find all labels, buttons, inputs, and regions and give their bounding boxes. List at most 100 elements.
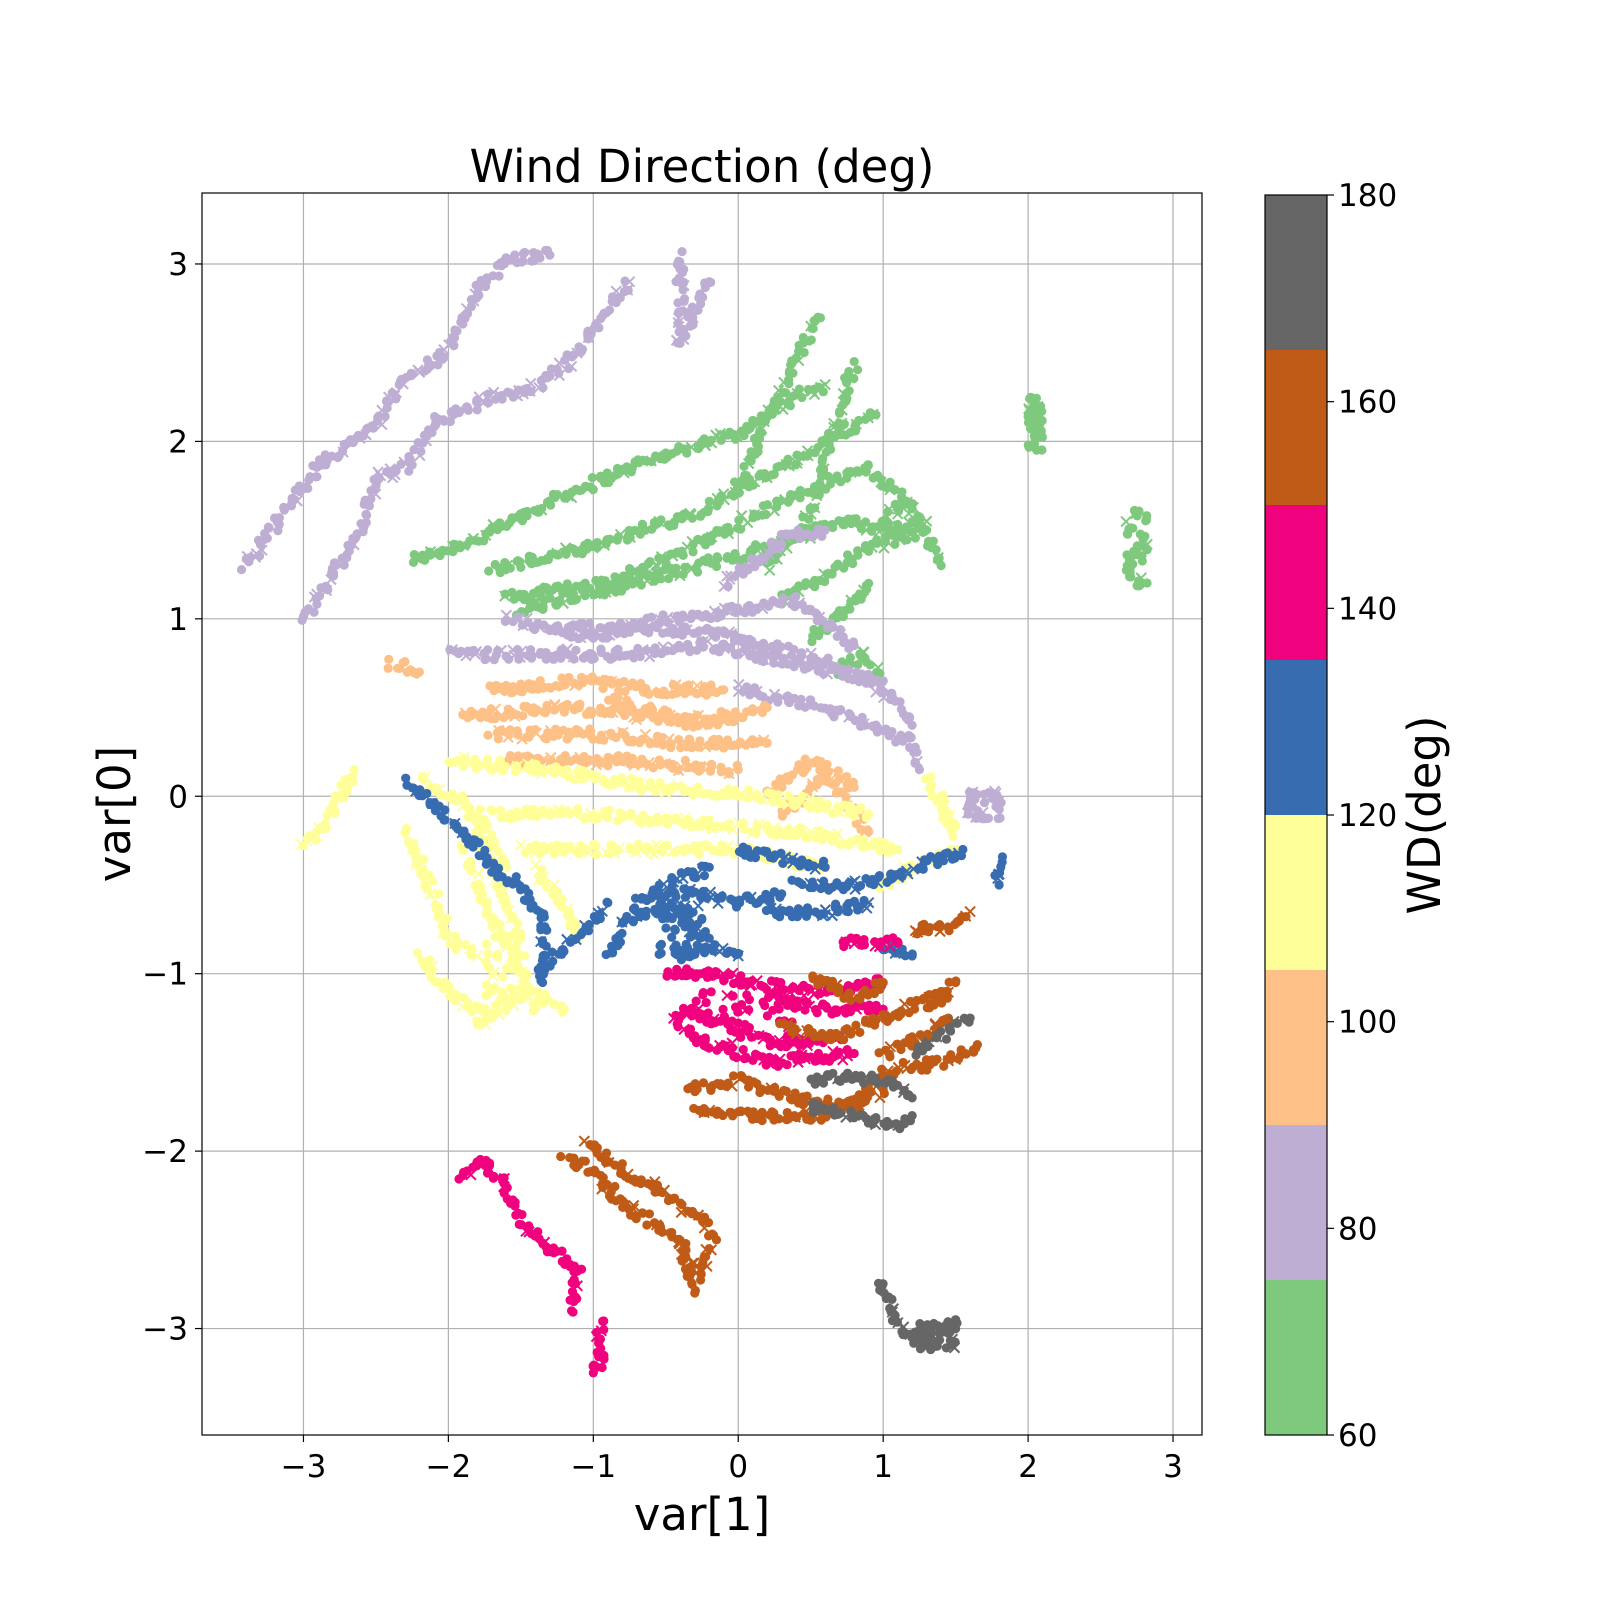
scatter-point [530,1004,540,1014]
scatter-point [878,676,888,686]
x-marker-point [621,284,634,296]
scatter-point [684,815,694,826]
scatter-point [483,730,493,740]
scatter-point [590,840,600,850]
scatter-point [320,819,331,829]
scatter-point [687,888,697,898]
scatter-point [311,593,321,603]
scatter-point [704,277,714,287]
scatter-point [824,439,834,449]
scatter-point [520,988,530,999]
scatter-point [757,795,767,805]
scatter-point [605,534,615,544]
scatter-point [784,368,794,378]
scatter-point [706,759,717,769]
scatter-point [613,644,623,654]
scatter-point [883,518,893,528]
scatter-point [558,588,568,599]
scatter-point [515,557,525,567]
scatter-point [714,497,725,507]
scatter-point [878,977,888,988]
scatter-point [866,1087,876,1097]
scatter-point [626,566,636,576]
scatter-point [495,930,506,941]
scatter-point [535,253,545,263]
x-marker-point [1129,507,1142,520]
scatter-point [748,1055,758,1065]
scatter-point [587,473,597,483]
scatter-point [773,693,783,703]
scatter-point [704,1244,714,1254]
scatter-point [667,913,677,924]
scatter-point [849,1048,859,1059]
scatter-point [500,762,510,772]
scatter-point [349,765,359,775]
scatter-point [557,1246,567,1256]
scatter-point [678,610,688,620]
scatter-point [427,967,437,977]
scatter-point [429,421,440,432]
scatter-point [417,791,428,801]
scatter-point [695,849,705,859]
scatter-point [526,653,537,663]
scatter-point [777,599,787,609]
scatter-point [497,521,507,531]
scatter-point [798,332,808,343]
scatter-point [872,1078,883,1088]
scatter-point [549,849,559,859]
scatter-point [384,654,394,664]
scatter-point [644,1209,655,1219]
scatter-point [826,664,836,675]
scatter-point [868,473,878,483]
scatter-point [656,939,667,949]
scatter-point [775,912,785,922]
scatter-point [853,660,863,670]
x-marker-point [533,621,546,633]
scatter-point [549,885,559,896]
scatter-point [820,576,830,587]
scatter-point [832,471,842,481]
scatter-point [708,1080,718,1091]
scatter-point [398,658,408,668]
scatter-point [774,797,785,807]
scatter-point [417,554,427,564]
scatter-point [699,871,710,881]
scatter-point [907,951,917,961]
scatter-point [361,518,371,528]
scatter-point [719,685,729,695]
scatter-point [760,416,771,426]
scatter-point [381,396,392,406]
scatter-point [849,356,859,367]
scatter-point [236,565,247,575]
scatter-point [646,612,656,622]
scatter-point [798,1038,809,1048]
scatter-point [538,383,548,393]
scatter-point [895,501,906,511]
scatter-point [748,415,758,426]
scatter-point [331,560,341,570]
scatter-point [696,291,706,301]
scatter-point [439,815,449,825]
scatter-point [301,482,311,492]
scatter-point [603,898,613,908]
scatter-point [505,563,515,573]
x-marker-point [907,501,920,514]
scatter-point [844,366,854,377]
scatter-point [434,889,444,899]
scatter-point [1029,440,1039,451]
scatter-point [732,523,743,533]
scatter-point [453,406,463,416]
scatter-point [671,940,681,950]
scatter-point [889,485,899,495]
scatter-point [849,640,859,651]
scatter-point [556,1151,566,1162]
scatter-point [607,292,618,302]
scatter-point [506,983,516,993]
scatter-point [914,765,924,775]
scatter-point [495,919,505,929]
scatter-point [979,813,989,824]
scatter-point [870,1020,880,1030]
scatter-point [566,1306,577,1316]
x-marker-point [376,404,388,417]
